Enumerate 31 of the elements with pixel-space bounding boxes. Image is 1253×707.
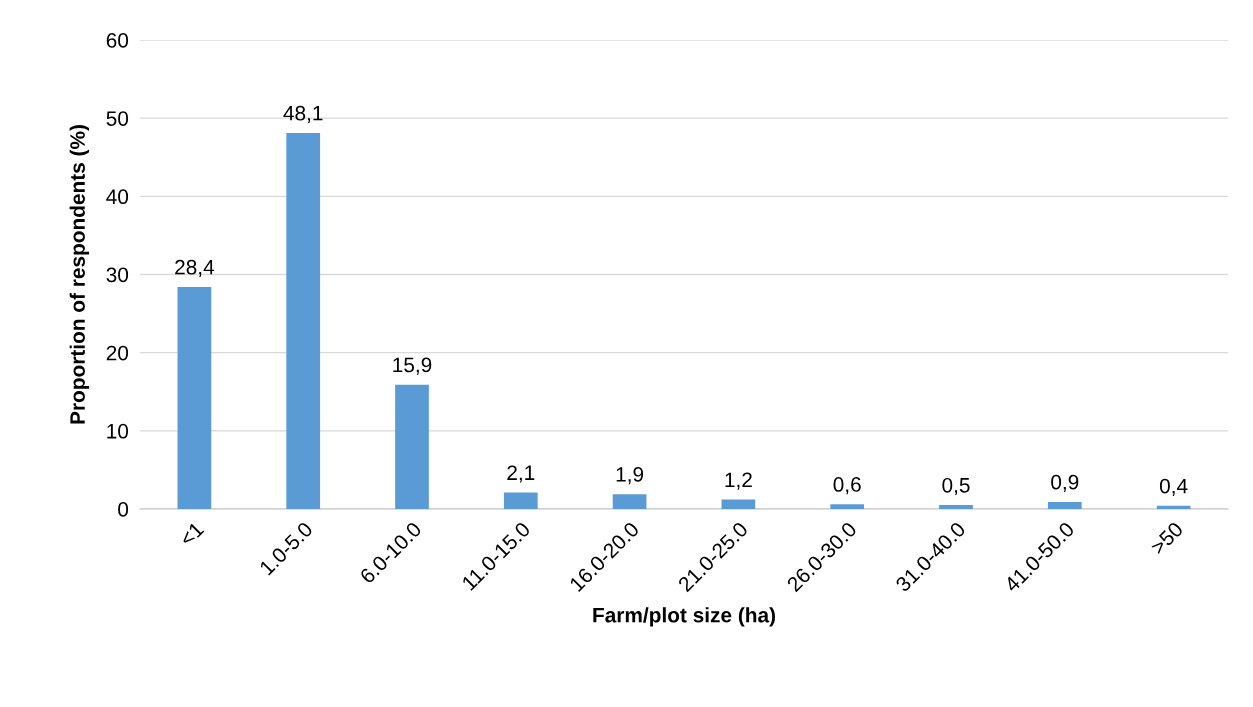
bar xyxy=(286,133,321,509)
y-tick-label: 50 xyxy=(106,111,129,126)
data-label: 1,9 xyxy=(616,466,644,485)
bar xyxy=(395,384,429,509)
y-tick-label: 20 xyxy=(106,345,129,361)
bar xyxy=(177,287,212,509)
data-label: 1,2 xyxy=(725,472,752,490)
bar xyxy=(830,504,865,509)
x-axis-title: Farm/plot size (ha) xyxy=(593,607,775,627)
data-label: 28,4 xyxy=(175,259,215,278)
bar xyxy=(612,494,647,509)
x-tick-label: <1 xyxy=(178,521,205,547)
y-tick-label: 30 xyxy=(106,267,129,283)
data-label: 0,4 xyxy=(1159,478,1188,496)
bar xyxy=(503,492,538,509)
data-label: 48,1 xyxy=(283,105,323,124)
y-tick-label: 40 xyxy=(106,189,129,205)
x-tick-label: >50 xyxy=(1149,521,1184,556)
bar xyxy=(1047,501,1082,509)
y-tick-label: 10 xyxy=(107,423,129,439)
data-label: 0,5 xyxy=(942,477,970,496)
data-label: 0,9 xyxy=(1051,474,1079,492)
bar xyxy=(1156,505,1191,509)
data-label: 0,6 xyxy=(833,477,861,495)
data-label: 2,1 xyxy=(507,465,535,483)
y-tick-label: 0 xyxy=(118,502,129,517)
y-tick-label: 60 xyxy=(106,33,129,48)
y-axis-title: Proportion of respondents (%) xyxy=(69,125,90,424)
data-label: 15,9 xyxy=(393,357,432,375)
bar xyxy=(939,505,973,509)
bar xyxy=(721,499,756,509)
